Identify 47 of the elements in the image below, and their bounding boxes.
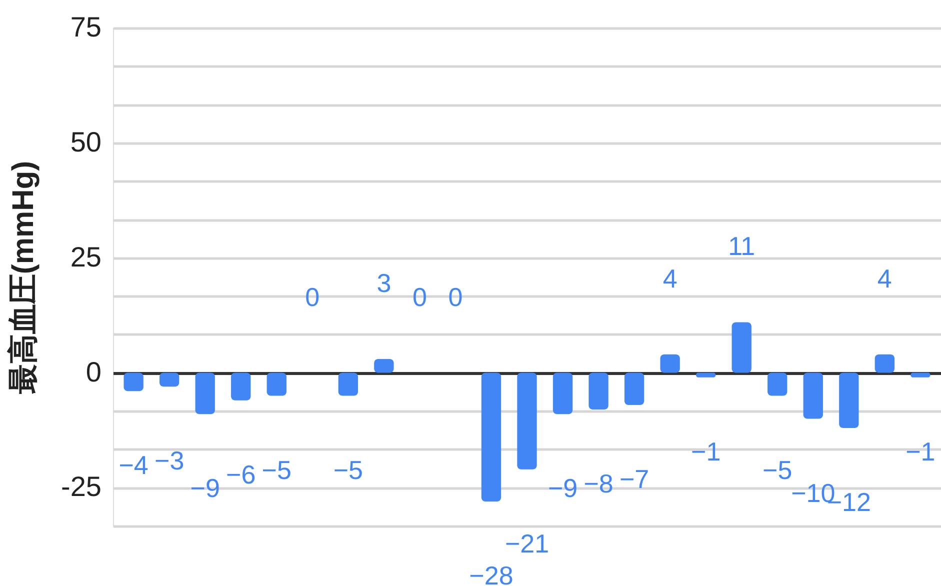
data-label: −6 (226, 459, 256, 490)
data-label: −1 (691, 436, 721, 466)
data-label: −9 (190, 473, 220, 504)
data-label: −5 (333, 454, 363, 485)
data-label: −8 (584, 468, 614, 499)
data-label: 11 (728, 231, 756, 262)
bar (768, 372, 788, 396)
bar (874, 354, 895, 373)
data-label: −4 (118, 450, 148, 480)
data-label: −3 (154, 446, 184, 476)
bar (266, 372, 286, 396)
data-label: 3 (376, 268, 392, 298)
bar (839, 372, 859, 428)
bar (159, 372, 180, 387)
y-tick-label: 75 (70, 12, 102, 42)
y-tick-label: 50 (70, 126, 102, 158)
bar (803, 372, 823, 419)
bar (195, 372, 215, 414)
bar (231, 372, 251, 400)
data-label: 0 (412, 282, 427, 312)
bar (517, 372, 537, 470)
bar (481, 372, 502, 502)
bar (338, 372, 358, 396)
bar (624, 372, 644, 405)
y-tick-label: 25 (70, 241, 102, 272)
data-label: −9 (548, 473, 578, 504)
bar (660, 354, 680, 373)
data-label: 0 (448, 282, 463, 312)
bar (588, 372, 608, 410)
data-label: 0 (305, 282, 320, 312)
data-label: 4 (662, 263, 678, 294)
data-label: −1 (906, 436, 936, 466)
bar (732, 322, 752, 373)
y-tick-label: -25 (61, 471, 102, 502)
data-label: −28 (469, 560, 514, 586)
data-label: 4 (877, 263, 892, 294)
data-label: −21 (504, 528, 550, 558)
bar (696, 372, 716, 378)
bar (552, 372, 573, 414)
data-label: −7 (619, 464, 650, 494)
bar (124, 372, 144, 392)
bar (910, 372, 930, 378)
y-tick-label: 0 (86, 356, 102, 388)
y-axis-title: 最高血圧(mmHg) (6, 160, 40, 394)
data-label: −5 (262, 454, 292, 485)
bar (374, 358, 394, 373)
data-label: −5 (762, 454, 792, 485)
